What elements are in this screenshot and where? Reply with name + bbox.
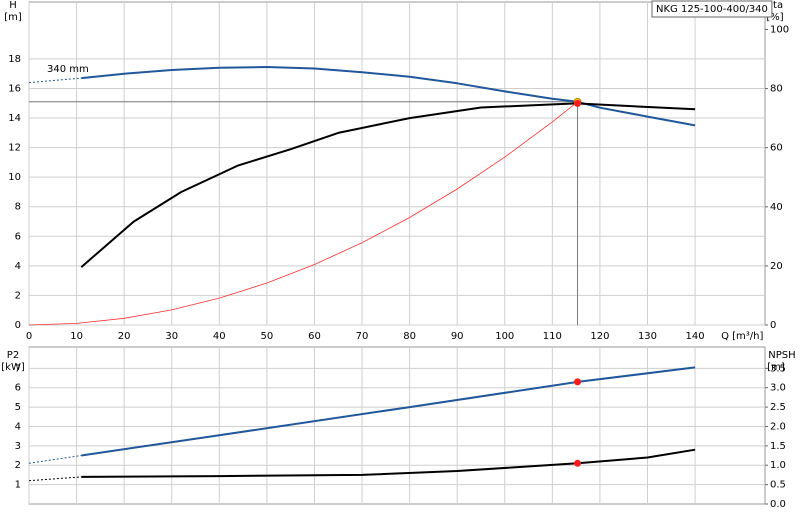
x-tick-label: 50	[261, 331, 274, 342]
series-line	[81, 66, 696, 127]
y-tick-label: 4	[15, 421, 21, 432]
series-line	[80, 102, 696, 268]
axis-label: NPSH	[768, 350, 795, 361]
x-tick-label: 40	[213, 331, 226, 342]
y2-tick-label: 1.5	[770, 441, 786, 452]
x-tick-label: 90	[451, 331, 464, 342]
y2-tick-label: 2.0	[770, 421, 786, 432]
y-tick-label: 4	[15, 261, 21, 272]
y-tick-label: 14	[8, 113, 21, 124]
annotation: 340 mm	[47, 64, 89, 75]
y-tick-label: 2	[15, 460, 21, 471]
axis-label: P2	[7, 350, 19, 361]
series-line	[28, 77, 82, 84]
series-line	[28, 455, 82, 464]
x-tick-label: 120	[590, 331, 609, 342]
y2-tick-label: 3.5	[770, 363, 786, 374]
y-tick-label: 7	[15, 363, 21, 374]
x-tick-label: 60	[308, 331, 321, 342]
chart-title: NKG 125-100-400/340	[656, 4, 768, 15]
y2-tick-label: 0	[770, 320, 776, 331]
series-line	[81, 448, 696, 478]
x-tick-label: 10	[70, 331, 83, 342]
y2-tick-label: 60	[770, 143, 783, 154]
x-tick-label: 130	[638, 331, 657, 342]
y2-tick-label: 1.0	[770, 460, 786, 471]
y2-tick-label: 0.5	[770, 480, 786, 491]
y2-tick-label: 100	[770, 24, 789, 35]
y-tick-label: 1	[15, 480, 21, 491]
y-tick-label: 0	[15, 320, 21, 331]
series-line	[28, 476, 82, 482]
axis-label: H	[9, 0, 17, 11]
y-tick-label: 6	[15, 383, 21, 394]
y-tick-label: 6	[15, 231, 21, 242]
x-tick-label: 100	[495, 331, 514, 342]
series-line	[28, 101, 578, 326]
y2-tick-label: 0.0	[770, 499, 786, 510]
y2-tick-label: 3.0	[770, 383, 786, 394]
x-tick-label: 140	[686, 331, 705, 342]
x-tick-label: 20	[118, 331, 131, 342]
x-tick-label: 110	[543, 331, 562, 342]
axis-label: [m]	[4, 12, 22, 23]
y2-tick-label: 80	[770, 84, 783, 95]
y2-tick-label: 20	[770, 261, 783, 272]
x-axis-label: Q [m³/h]	[721, 331, 763, 342]
y2-tick-label: 2.5	[770, 402, 786, 413]
y-tick-label: 2	[15, 290, 21, 301]
title-box	[651, 0, 773, 18]
plot-area	[28, 346, 766, 505]
y-tick-label: 5	[15, 402, 21, 413]
y-tick-label: 12	[8, 143, 21, 154]
y-tick-label: 16	[8, 83, 21, 94]
axis-label: eta	[767, 0, 783, 11]
x-tick-label: 80	[403, 331, 416, 342]
series-line	[81, 366, 696, 457]
x-tick-label: 30	[165, 331, 178, 342]
y2-tick-label: 40	[770, 202, 783, 213]
x-tick-label: 70	[356, 331, 369, 342]
axis-label: [%]	[766, 12, 783, 23]
plot-area	[28, 1, 766, 326]
axis-label: [kW]	[1, 362, 25, 373]
y-tick-label: 8	[15, 202, 21, 213]
y-tick-label: 10	[8, 172, 21, 183]
y-tick-label: 3	[15, 441, 21, 452]
operating-point	[574, 459, 582, 467]
operating-point	[574, 378, 582, 386]
x-tick-label: 0	[26, 331, 32, 342]
operating-point	[574, 99, 582, 107]
y-tick-label: 18	[8, 54, 21, 65]
axis-label: [m]	[767, 362, 785, 373]
